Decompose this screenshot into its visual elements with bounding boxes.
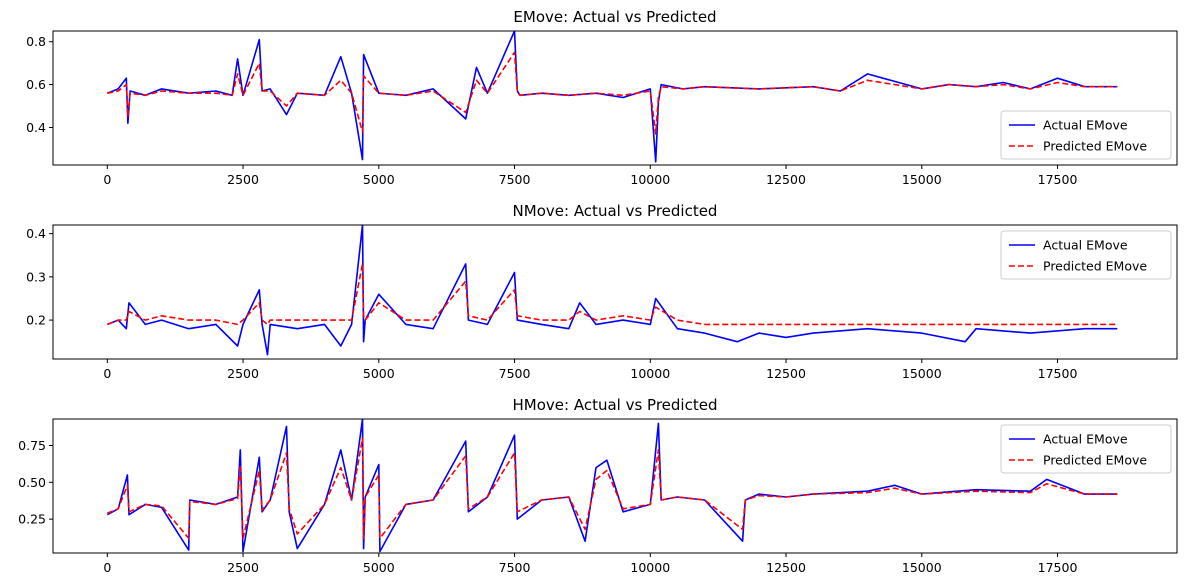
y-tick-label: 0.4 <box>26 120 46 135</box>
legend: Actual EMove Predicted EMove <box>1000 230 1172 280</box>
chart-title: HMove: Actual vs Predicted <box>513 396 718 414</box>
predicted-series-line <box>107 437 1118 540</box>
axes-frame <box>52 224 1178 360</box>
x-tick-label: 2500 <box>227 560 259 575</box>
x-tick-label: 15000 <box>902 366 942 381</box>
x-tick-label: 2500 <box>227 366 259 381</box>
plot-area <box>106 419 1118 553</box>
x-tick-label: 17500 <box>1038 560 1078 575</box>
y-tick-label: 0.2 <box>26 313 46 328</box>
x-tick-label: 12500 <box>766 172 806 187</box>
legend-box <box>1000 110 1172 160</box>
y-tick-label: 0.6 <box>26 77 46 92</box>
legend-predicted-label: Predicted EMove <box>1043 139 1147 154</box>
subplot-2: NMove: Actual vs Predicted 0 2500 5000 7500 1… <box>26 202 1178 381</box>
x-tick-label: 5000 <box>363 560 395 575</box>
plot-area <box>107 225 1118 356</box>
x-tick-label: 5000 <box>363 172 395 187</box>
y-tick-label: 0.8 <box>26 34 46 49</box>
legend-predicted-label: Predicted EMove <box>1043 453 1147 468</box>
axes-frame <box>52 30 1178 166</box>
x-tick-label: 7500 <box>499 366 531 381</box>
chart-title: NMove: Actual vs Predicted <box>513 202 718 220</box>
x-tick-label: 0 <box>103 172 111 187</box>
x-tick-label: 17500 <box>1038 366 1078 381</box>
legend-actual-label: Actual EMove <box>1043 118 1128 133</box>
x-tick-label: 10000 <box>630 172 670 187</box>
legend-predicted-label: Predicted EMove <box>1043 259 1147 274</box>
x-tick-label: 15000 <box>902 560 942 575</box>
x-tick-label: 5000 <box>363 366 395 381</box>
chart-title: EMove: Actual vs Predicted <box>513 8 716 26</box>
legend-box <box>1000 424 1172 474</box>
x-tick-label: 12500 <box>766 366 806 381</box>
legend-actual-label: Actual EMove <box>1043 238 1128 253</box>
y-tick-label: 0.4 <box>26 226 46 241</box>
x-tick-label: 17500 <box>1038 172 1078 187</box>
legend-box <box>1000 230 1172 280</box>
x-tick-label: 12500 <box>766 560 806 575</box>
axes-frame <box>52 418 1178 554</box>
plot-area <box>107 31 1118 163</box>
x-tick-label: 2500 <box>227 172 259 187</box>
y-tick-label: 0.50 <box>18 475 46 490</box>
x-tick-label: 0 <box>103 560 111 575</box>
actual-series-line <box>107 31 1118 163</box>
subplot-3: HMove: Actual vs Predicted 0 2500 5000 7500 1… <box>18 396 1178 575</box>
subplot-1: EMove: Actual vs Predicted 0 2500 5000 7500 1… <box>26 8 1178 187</box>
y-tick-label: 0.75 <box>18 438 46 453</box>
x-tick-label: 0 <box>103 366 111 381</box>
x-tick-label: 7500 <box>499 172 531 187</box>
actual-series-line <box>107 225 1118 356</box>
predicted-series-line <box>107 51 1118 135</box>
x-tick-label: 7500 <box>499 560 531 575</box>
x-tick-label: 15000 <box>902 172 942 187</box>
y-tick-label: 0.3 <box>26 269 46 284</box>
legend: Actual EMove Predicted EMove <box>1000 424 1172 474</box>
x-tick-label: 10000 <box>630 366 670 381</box>
predicted-series-line <box>107 263 1118 326</box>
x-tick-label: 10000 <box>630 560 670 575</box>
y-tick-label: 0.25 <box>18 512 46 527</box>
legend-actual-label: Actual EMove <box>1043 432 1128 447</box>
legend: Actual EMove Predicted EMove <box>1000 110 1172 160</box>
